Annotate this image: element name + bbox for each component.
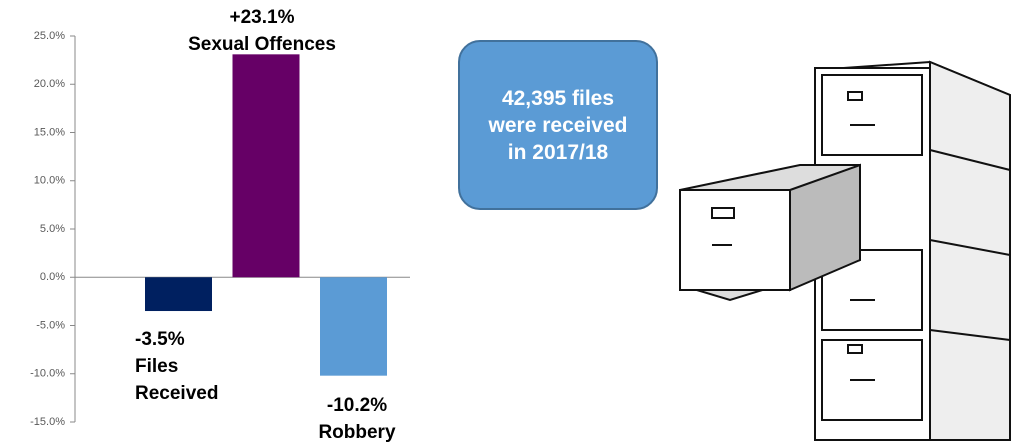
y-tick-label: -5.0% [36,319,65,331]
bar [320,277,387,376]
y-tick-label: 10.0% [34,175,65,187]
value-label: -10.2% [326,395,388,416]
category-label: Files Received [135,356,219,404]
category-label: Sexual Offences [188,34,336,55]
y-tick-label: -10.0% [30,368,65,380]
callout-text: 42,395 files were received in 2017/18 [488,86,628,164]
y-tick-label: 5.0% [40,223,65,235]
callout: 42,395 files were received in 2017/18 [458,40,658,210]
bar [232,54,300,278]
y-tick-label: 15.0% [34,126,65,138]
bar [145,277,212,312]
y-tick-label: 0.0% [40,271,65,283]
filing-cabinet [679,60,1011,441]
y-tick-label: 20.0% [34,78,65,90]
y-tick-label: 25.0% [34,30,65,42]
y-tick-label: -15.0% [30,416,65,428]
category-label: Robbery [318,422,396,443]
value-label: -3.5% [135,329,185,350]
value-label: +23.1% [229,7,295,28]
